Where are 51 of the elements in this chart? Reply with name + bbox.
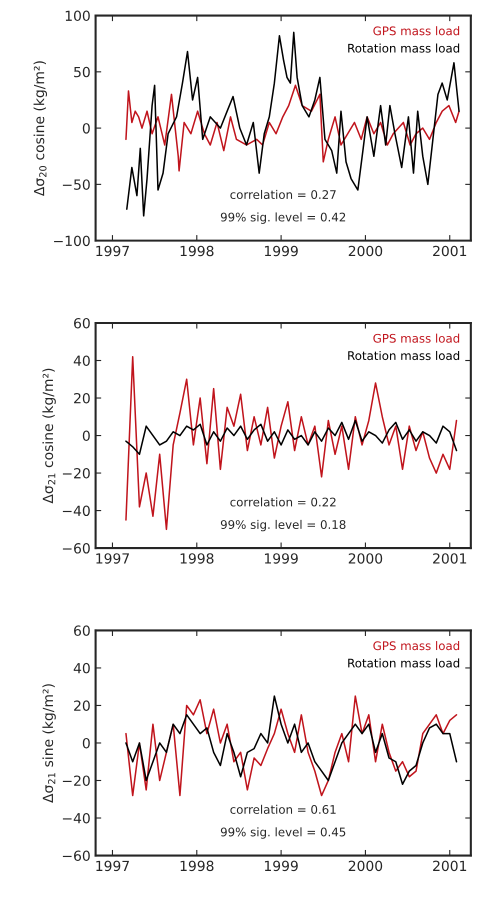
y-tick-label: 60	[74, 318, 90, 328]
y-tick-label: −60	[62, 850, 90, 861]
y-tick-label: 20	[74, 392, 90, 404]
y-tick-label: −20	[62, 775, 90, 786]
y-tick-label: 40	[74, 662, 90, 674]
x-tick-label: 1997	[96, 860, 129, 872]
y-tick-label: −100	[54, 236, 90, 246]
y-tick-label: 20	[74, 700, 90, 711]
x-tick-label: 1998	[180, 553, 214, 564]
y-tick-label: 0	[82, 430, 90, 442]
y-axis-title: Δσ$_{21}$ sine (kg/m²)	[42, 684, 56, 803]
x-tick-label: 1998	[180, 246, 214, 256]
text: GPS mass load	[373, 641, 460, 650]
annotation: correlation = 0.22	[230, 497, 336, 506]
line-series	[125, 420, 458, 456]
y-tick-label: −20	[62, 468, 90, 479]
x-tick-label: 2001	[433, 860, 466, 872]
x-tick-label: 1997	[96, 553, 129, 564]
y-tick-label: 0	[82, 738, 90, 748]
x-tick-label: 1999	[264, 553, 298, 564]
x-tick-label: 1999	[264, 860, 298, 872]
x-tick-label: 2001	[433, 246, 466, 256]
y-tick-label: 100	[66, 10, 90, 22]
annotation: correlation = 0.27	[230, 190, 336, 200]
x-tick-label: 2000	[348, 860, 382, 872]
y-tick-label: 50	[74, 66, 90, 78]
annotation: 99% sig. level = 0.45	[220, 827, 346, 839]
text: GPS mass load	[373, 334, 460, 343]
series-label: Rotation mass load	[348, 44, 460, 53]
text: GPS mass load	[373, 26, 460, 36]
text: Rotation mass load	[348, 658, 460, 668]
y-axis-title: Δσ$_{21}$ cosine (kg/m²)	[42, 368, 56, 504]
text: Rotation mass load	[348, 350, 460, 360]
y-tick-label: 60	[74, 625, 90, 636]
x-tick-label: 2001	[433, 553, 466, 564]
annotation: 99% sig. level = 0.42	[220, 212, 346, 224]
x-tick-label: 1997	[96, 246, 129, 256]
y-tick-label: 40	[74, 355, 90, 366]
x-tick-label: 1998	[180, 860, 214, 872]
y-tick-label: −60	[62, 543, 90, 554]
y-tick-label: −50	[62, 179, 90, 190]
y-axis-title: Δσ$_{20}$ cosine (kg/m²)	[34, 61, 48, 196]
x-tick-label: 2000	[348, 246, 382, 256]
annotation: correlation = 0.61	[230, 804, 336, 814]
y-tick-label: 0	[82, 123, 90, 134]
x-tick-label: 2000	[348, 553, 382, 564]
line-series	[125, 84, 460, 172]
y-tick-label: −40	[62, 506, 90, 516]
annotation: 99% sig. level = 0.18	[220, 520, 346, 532]
y-tick-label: −40	[62, 812, 90, 824]
x-tick-label: 1999	[264, 246, 298, 256]
